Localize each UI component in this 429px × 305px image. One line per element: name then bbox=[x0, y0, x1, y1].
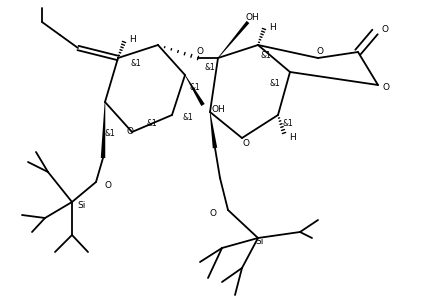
Text: &1: &1 bbox=[283, 119, 293, 127]
Text: &1: &1 bbox=[130, 59, 142, 69]
Text: O: O bbox=[105, 181, 112, 191]
Text: &1: &1 bbox=[183, 113, 193, 121]
Text: O: O bbox=[317, 48, 323, 56]
Text: O: O bbox=[196, 48, 203, 56]
Polygon shape bbox=[101, 102, 105, 158]
Text: O: O bbox=[127, 127, 133, 137]
Text: O: O bbox=[383, 82, 390, 92]
Text: H: H bbox=[269, 23, 275, 31]
Text: Si: Si bbox=[256, 236, 264, 246]
Text: Si: Si bbox=[78, 200, 86, 210]
Text: &1: &1 bbox=[105, 130, 115, 138]
Text: &1: &1 bbox=[269, 80, 281, 88]
Polygon shape bbox=[210, 112, 217, 148]
Text: OH: OH bbox=[211, 105, 225, 113]
Text: &1: &1 bbox=[261, 51, 272, 59]
Text: &1: &1 bbox=[190, 82, 200, 92]
Text: O: O bbox=[209, 209, 217, 217]
Text: OH: OH bbox=[245, 13, 259, 21]
Text: &1: &1 bbox=[205, 63, 215, 73]
Polygon shape bbox=[185, 75, 205, 106]
Text: H: H bbox=[289, 132, 296, 142]
Text: &1: &1 bbox=[147, 119, 157, 127]
Text: H: H bbox=[129, 35, 136, 45]
Polygon shape bbox=[218, 21, 249, 58]
Text: O: O bbox=[242, 139, 250, 149]
Text: O: O bbox=[381, 26, 389, 34]
